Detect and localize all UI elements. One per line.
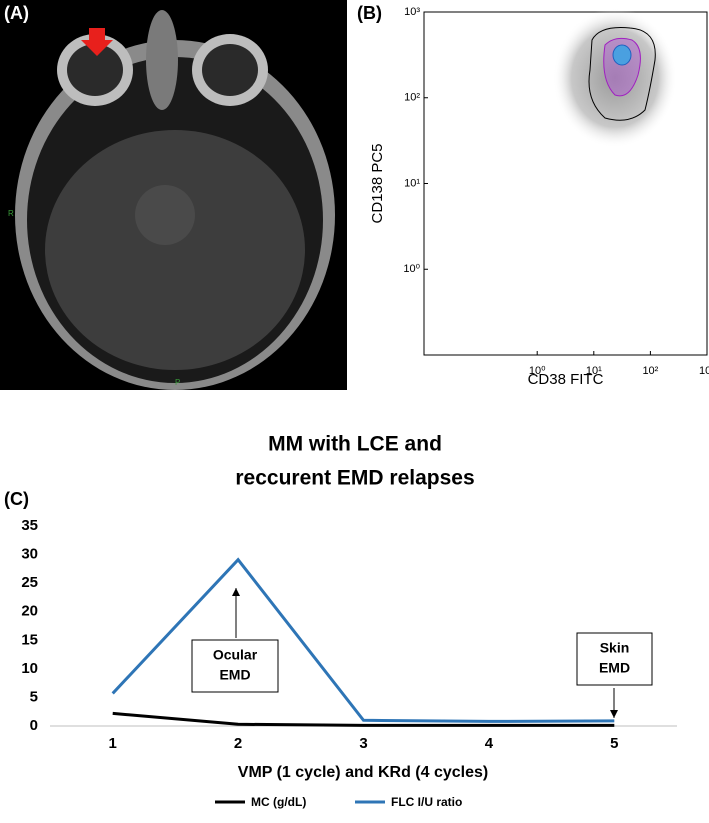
x-tick-label: 2 <box>234 735 242 752</box>
mri-marker: R <box>8 209 14 218</box>
annotation-text: Skin <box>600 640 630 656</box>
annotation-text: Ocular <box>213 647 258 663</box>
x-tick-label: 5 <box>610 735 618 752</box>
x-tick-label: 4 <box>485 735 494 752</box>
y-tick-label: 0 <box>30 717 38 734</box>
y-tick-label: 10³ <box>404 6 420 18</box>
series-line <box>111 557 615 723</box>
legend-label: MC (g/dL) <box>251 795 306 809</box>
y-tick-label: 15 <box>21 631 38 648</box>
annotation-text: EMD <box>599 660 630 676</box>
series-line <box>112 711 615 727</box>
y-tick-label: 10² <box>404 92 420 104</box>
arrow-head <box>610 710 618 718</box>
x-axis-label: CD38 FITC <box>528 371 604 388</box>
panel-label: (C) <box>4 489 29 509</box>
x-tick-label: 1 <box>109 735 117 752</box>
chart-title: reccurent EMD relapses <box>235 467 474 490</box>
mri-image <box>0 0 347 390</box>
x-tick-label: 3 <box>359 735 367 752</box>
y-tick-label: 10⁰ <box>403 263 420 275</box>
chart-title: MM with LCE and <box>268 433 442 456</box>
panel-label: (A) <box>4 3 29 23</box>
density-core <box>612 44 632 66</box>
y-tick-label: 30 <box>21 546 38 563</box>
annotation-text: EMD <box>219 667 250 683</box>
flow-plot: 10⁰ 10¹ 10² 10³ 10⁰ 10¹ 10² 10³ CD38 FITC CD138 P… <box>369 6 709 388</box>
legend-label: FLC I/U ratio <box>391 795 462 809</box>
y-axis-label: CD138 PC5 <box>369 143 386 223</box>
arrow-head <box>232 588 240 596</box>
y-tick-label: 25 <box>21 574 38 591</box>
y-tick-label: 20 <box>21 603 38 620</box>
annotation-box <box>576 632 653 686</box>
mri-marker: P <box>175 378 180 387</box>
x-tick-label: 10⁰ <box>529 365 546 377</box>
x-tick-label: 10² <box>642 365 658 377</box>
y-tick-label: 35 <box>21 517 38 534</box>
y-tick-label: 10 <box>21 660 38 677</box>
y-tick-label: 5 <box>30 688 38 705</box>
line-chart: MM with LCE and reccurent EMD relapses 0 5 1… <box>21 433 677 809</box>
panel-label: (B) <box>357 3 382 23</box>
density-contour <box>588 27 656 121</box>
annotation-box <box>191 639 279 693</box>
x-tick-label: 10³ <box>699 365 709 377</box>
y-tick-label: 10¹ <box>404 177 420 189</box>
x-tick-label: 10¹ <box>586 365 602 377</box>
x-axis-label: VMP (1 cycle) and KRd (4 cycles) <box>238 764 488 781</box>
